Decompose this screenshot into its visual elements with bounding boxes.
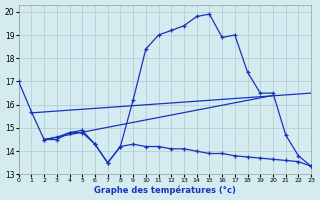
X-axis label: Graphe des températures (°c): Graphe des températures (°c) (94, 186, 236, 195)
